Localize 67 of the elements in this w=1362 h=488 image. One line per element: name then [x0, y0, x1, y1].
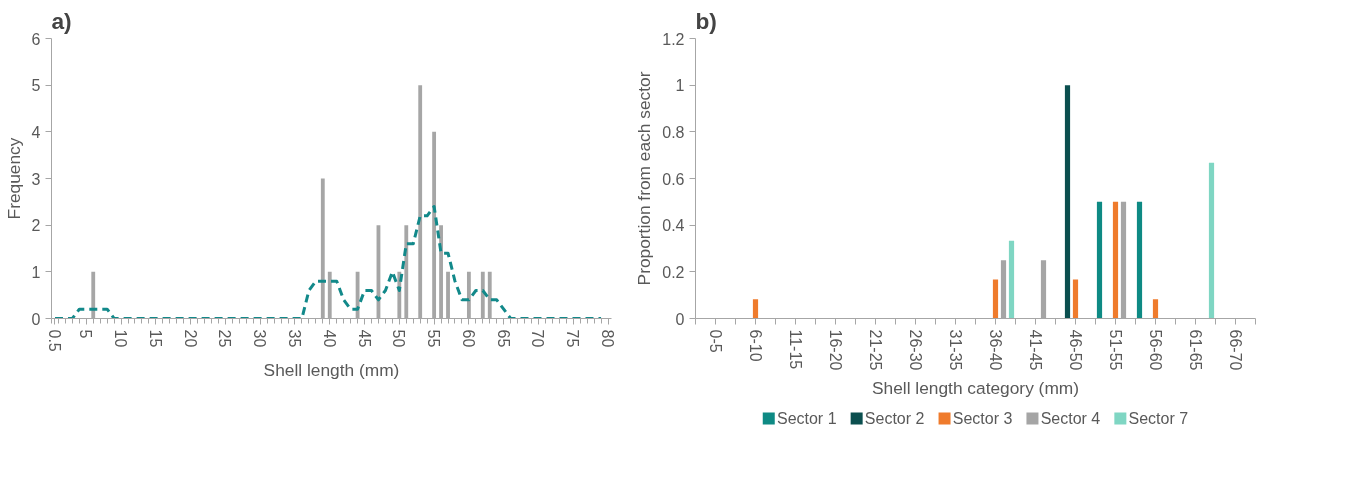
- y-tick-label: 1: [675, 77, 685, 95]
- y-tick-label: 4: [31, 123, 41, 141]
- y-tick-label: 0.4: [662, 217, 685, 235]
- x-tick-label: 31-35: [946, 329, 964, 371]
- y-tick-label: 0.8: [662, 123, 685, 141]
- y-tick-label: 2: [31, 217, 41, 235]
- bar: [1008, 240, 1015, 319]
- y-tick-label: 5: [31, 77, 41, 95]
- x-tick-label: 45: [355, 329, 373, 348]
- bar: [1072, 279, 1079, 319]
- bar: [1112, 201, 1119, 319]
- y-tick-label: 3: [31, 170, 41, 188]
- x-tick-label: 41-45: [1026, 329, 1044, 371]
- x-tick-label: 60: [459, 329, 477, 348]
- x-tick-label: 51-55: [1106, 329, 1124, 371]
- x-tick-label: 36-40: [986, 329, 1004, 371]
- x-tick-label: 21-25: [866, 329, 884, 371]
- x-tick-label: 56-60: [1146, 329, 1164, 371]
- x-tick-label: 10: [112, 329, 130, 348]
- bar: [752, 299, 759, 319]
- x-axis-title: Shell length category (mm): [871, 378, 1080, 399]
- legend-label: Sector 4: [1040, 410, 1101, 427]
- x-tick-label: 30: [251, 329, 269, 348]
- bar: [1152, 299, 1159, 319]
- bar: [1096, 201, 1103, 319]
- legend-label: Sector 1: [776, 410, 837, 427]
- x-axis-title: Shell length (mm): [263, 359, 400, 380]
- y-tick-label: 1.2: [662, 30, 685, 48]
- x-tick-label: 75: [564, 329, 582, 348]
- bar: [1208, 162, 1215, 319]
- y-tick-label: 6: [31, 30, 41, 48]
- y-tick-label: 0.6: [662, 170, 685, 188]
- x-tick-label: 50: [390, 329, 408, 348]
- bar: [1136, 201, 1143, 319]
- x-tick-label: 6-10: [746, 329, 764, 362]
- y-axis-title: Proportion from each sector: [634, 71, 655, 286]
- y-tick-label: 1: [31, 263, 41, 281]
- y-tick-label: 0: [31, 310, 41, 328]
- x-tick-label: 26-30: [906, 329, 924, 371]
- y-tick-label: 0.2: [662, 263, 685, 281]
- x-tick-label: 40: [320, 329, 338, 348]
- x-tick-label: 5: [77, 329, 95, 339]
- legend-label: Sector 7: [1128, 410, 1189, 427]
- x-tick-label: 25: [216, 329, 234, 348]
- x-tick-label: 55: [425, 329, 443, 348]
- legend-label: Sector 2: [864, 410, 925, 427]
- chart-title: b): [695, 7, 717, 34]
- x-tick-label: 20: [181, 329, 199, 348]
- x-tick-label: 35: [285, 329, 303, 348]
- bar: [1064, 85, 1071, 319]
- x-tick-label: 70: [529, 329, 547, 348]
- x-tick-label: 46-50: [1066, 329, 1084, 371]
- line-series: [53, 205, 603, 319]
- legend-label: Sector 3: [952, 410, 1013, 427]
- x-tick-label: 61-65: [1186, 329, 1204, 371]
- x-tick-label: 66-70: [1226, 329, 1244, 371]
- x-tick-label: 11-15: [786, 329, 804, 370]
- x-tick-label: 0-5: [706, 329, 724, 353]
- x-tick-label: 16-20: [826, 329, 844, 371]
- chart-title: a): [51, 7, 72, 34]
- bar: [992, 279, 999, 319]
- y-axis-title: Frequency: [3, 137, 24, 220]
- x-tick-label: 0.5: [45, 329, 63, 352]
- y-tick-label: 0: [675, 310, 685, 328]
- x-tick-label: 15: [146, 329, 164, 348]
- x-tick-label: 80: [599, 329, 617, 348]
- x-tick-label: 65: [494, 329, 512, 348]
